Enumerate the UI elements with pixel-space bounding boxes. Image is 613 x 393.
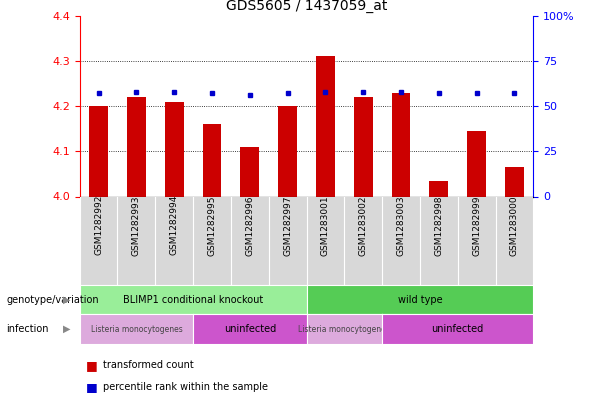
Text: transformed count: transformed count — [103, 360, 194, 371]
Bar — [316, 57, 335, 196]
Text: BLIMP1 conditional knockout: BLIMP1 conditional knockout — [123, 295, 263, 305]
Bar — [240, 147, 259, 196]
Text: ■: ■ — [86, 380, 97, 393]
Text: percentile rank within the sample: percentile rank within the sample — [103, 382, 268, 392]
Text: ■: ■ — [86, 359, 97, 372]
Bar — [354, 97, 373, 196]
Text: Listeria monocytogenes: Listeria monocytogenes — [91, 325, 182, 334]
Text: uninfected: uninfected — [432, 324, 484, 334]
Bar — [429, 181, 448, 196]
Text: ▶: ▶ — [63, 324, 70, 334]
Title: GDS5605 / 1437059_at: GDS5605 / 1437059_at — [226, 0, 387, 13]
Bar — [278, 106, 297, 196]
Bar — [165, 102, 184, 196]
Text: ▶: ▶ — [63, 295, 70, 305]
Text: Listeria monocytogenes: Listeria monocytogenes — [299, 325, 390, 334]
Bar — [127, 97, 146, 196]
Text: uninfected: uninfected — [224, 324, 276, 334]
Bar — [89, 106, 108, 196]
Bar — [392, 92, 411, 196]
Bar — [202, 124, 221, 196]
Text: infection: infection — [6, 324, 48, 334]
Bar — [505, 167, 524, 196]
Text: genotype/variation: genotype/variation — [6, 295, 99, 305]
Text: wild type: wild type — [398, 295, 442, 305]
Bar — [467, 131, 486, 196]
